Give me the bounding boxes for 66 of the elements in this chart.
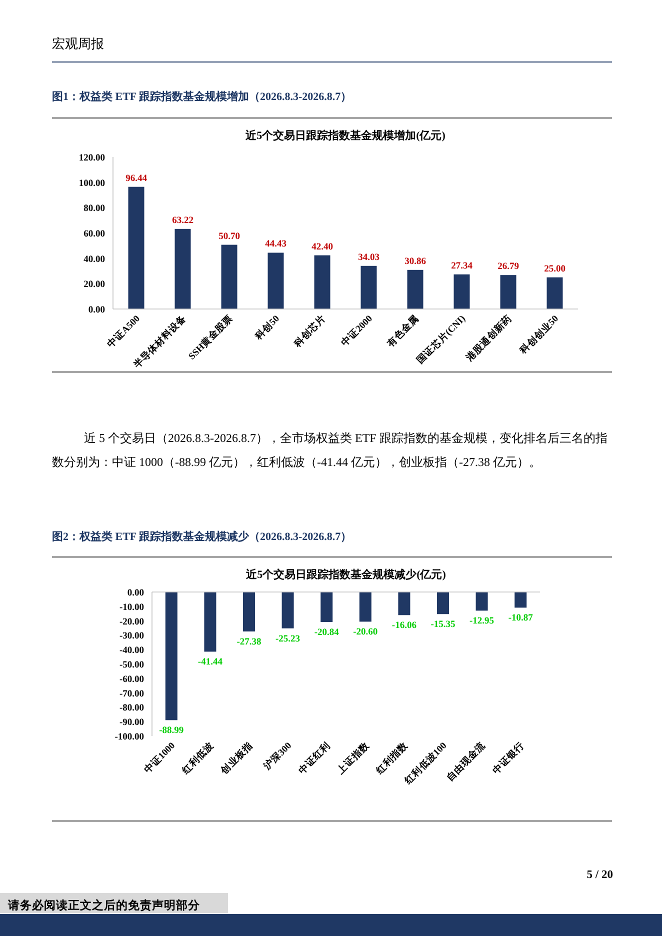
data-label: 63.22 [172, 216, 194, 226]
data-label: -20.84 [314, 628, 340, 638]
x-tick-label: 红利低波 [178, 740, 216, 778]
y-tick-label: 60.00 [84, 230, 106, 240]
data-label: -16.06 [392, 621, 417, 632]
chart-title: 图2：权益类 ETF 跟踪指数基金规模减少（2026.8.3-2026.8.7） [52, 530, 352, 543]
x-tick-label: 中证红利 [296, 740, 333, 776]
y-tick-label: -10.00 [119, 602, 144, 613]
data-label: 26.79 [498, 262, 520, 272]
data-label: 25.00 [544, 264, 566, 274]
chart-subtitle: 近5个交易日跟踪指数基金规模增加(亿元) [244, 129, 446, 142]
bar [174, 228, 191, 309]
y-tick-label: 120.00 [78, 154, 106, 164]
data-label: 50.70 [218, 232, 240, 242]
data-label: 30.86 [404, 256, 426, 267]
y-tick-label: 0.00 [88, 306, 106, 316]
data-label: -41.44 [198, 658, 223, 668]
y-tick-label: -70.00 [119, 689, 144, 700]
bar [500, 275, 516, 309]
bar [128, 186, 144, 309]
data-label: -15.35 [430, 620, 456, 630]
bar [454, 274, 470, 309]
chart-subtitle: 近5个交易日跟踪指数基金规模减少(亿元) [245, 568, 446, 581]
y-tick-label: 0.00 [127, 588, 144, 598]
y-tick-label: -30.00 [119, 632, 144, 642]
x-tick-label: 科创创业50 [516, 312, 562, 357]
x-tick-label: 上证指数 [334, 738, 372, 778]
y-tick-label: 20.00 [84, 280, 106, 290]
data-label: 27.34 [451, 261, 473, 272]
y-tick-label: -40.00 [119, 646, 144, 656]
bar [360, 266, 377, 309]
y-tick-label: 80.00 [84, 204, 106, 214]
y-tick-label: -90.00 [119, 718, 144, 728]
y-tick-label: -20.00 [119, 617, 144, 628]
x-tick-label: 有色金属 [384, 312, 422, 350]
data-label: -27.38 [236, 637, 262, 648]
data-label: 42.40 [312, 242, 334, 252]
y-tick-label: -80.00 [119, 704, 144, 714]
bar [221, 244, 238, 309]
x-tick-label: 沪深300 [260, 739, 294, 774]
x-tick-label: 科创芯片 [290, 312, 328, 350]
text: 近 5 个交易日（2026.8.3-2026.8.7），全市场权益类 ETF 跟踪指数的基金规模，变化排名后三名的指数分别为：中证 1000（-88.99 亿元），红利低波（-41.44 亿元），创业板指（-27.38 亿元）。 [52, 431, 608, 469]
y-tick-label: 40.00 [84, 254, 106, 265]
x-tick-label: 中证银行 [490, 740, 527, 776]
bar [546, 277, 563, 309]
bar [268, 252, 284, 309]
data-label: -20.60 [353, 628, 378, 638]
bar [407, 270, 424, 309]
y-tick-label: -60.00 [119, 674, 144, 685]
text: 5 / 20 [586, 869, 614, 881]
chart-title: 图1：权益类 ETF 跟踪指数基金规模增加（2026.8.3-2026.8.7） [52, 90, 352, 103]
y-tick-label: 100.00 [78, 178, 106, 189]
y-tick-label: -100.00 [114, 732, 144, 742]
data-label: 96.44 [126, 174, 148, 184]
data-label: 44.43 [265, 240, 287, 250]
text: 宏观周报 [52, 36, 104, 51]
data-label: -10.87 [508, 614, 534, 624]
x-tick-label: 创业板指 [218, 740, 256, 778]
x-tick-label: 科创50 [252, 312, 282, 343]
data-label: -12.95 [470, 616, 494, 627]
text: 请务必阅读正文之后的免责声明部分 [7, 898, 201, 912]
data-label: 34.03 [358, 252, 380, 263]
data-label: -88.99 [159, 726, 184, 736]
data-label: -25.23 [276, 634, 300, 644]
bar [314, 255, 330, 309]
y-tick-label: -50.00 [119, 660, 144, 670]
